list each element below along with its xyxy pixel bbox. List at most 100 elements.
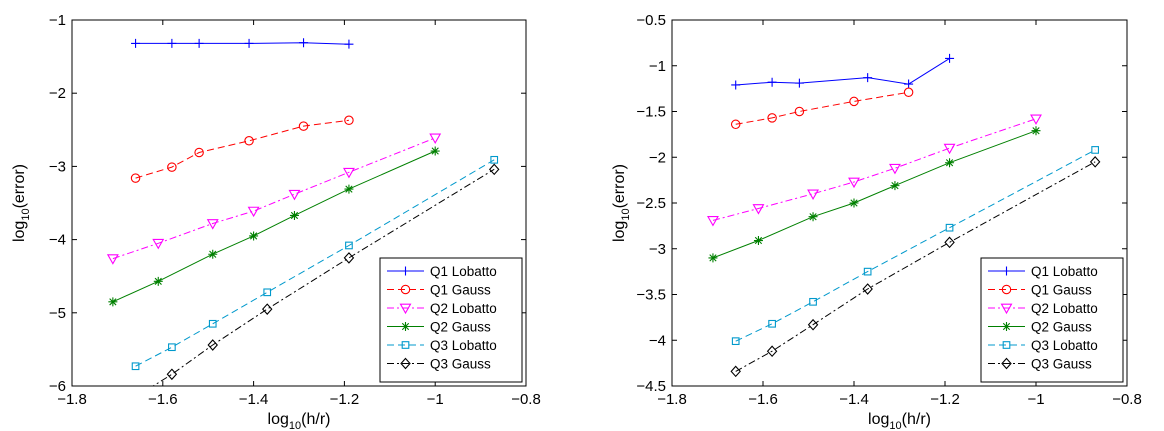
- series-q1-lobatto: [731, 53, 955, 90]
- legend-entry: Q1 Lobatto: [430, 264, 497, 279]
- series-q2-lobatto: [106, 133, 442, 265]
- y-tick-label: −4: [49, 232, 66, 249]
- series-line: [735, 161, 1096, 372]
- series-q2-gauss: [108, 146, 440, 307]
- y-tick-label: −3.5: [636, 287, 666, 304]
- data-point: [207, 339, 218, 351]
- x-tick-label: −0.8: [1112, 391, 1142, 408]
- data-point: [299, 38, 309, 48]
- data-point: [768, 319, 776, 328]
- legend-marker: [401, 266, 410, 276]
- data-point: [490, 155, 499, 164]
- data-point: [289, 210, 299, 220]
- series-q1-gauss: [130, 115, 354, 183]
- x-tick-label: −1.8: [57, 391, 87, 408]
- legend-entry: Q1 Lobatto: [1031, 264, 1098, 279]
- data-point: [794, 106, 805, 117]
- legend-entry: Q3 Gauss: [1031, 357, 1092, 372]
- x-tick-label: −1: [427, 391, 444, 408]
- x-tick-label: −1.2: [930, 391, 960, 408]
- legend-entry: Q2 Lobatto: [1031, 301, 1098, 316]
- data-point: [730, 119, 741, 130]
- data-point: [344, 115, 354, 126]
- data-point: [849, 198, 859, 208]
- data-point: [208, 249, 218, 259]
- y-tick-label: −0.5: [636, 12, 666, 29]
- y-tick-label: −2: [49, 85, 66, 102]
- data-point: [288, 189, 301, 201]
- data-point: [208, 319, 217, 328]
- y-tick-label: −3: [49, 158, 66, 175]
- data-point: [766, 345, 778, 358]
- data-point: [131, 362, 140, 371]
- data-point: [108, 297, 118, 307]
- data-point: [767, 113, 777, 123]
- legend-entry: Q3 Gauss: [430, 357, 491, 372]
- data-point: [807, 189, 819, 200]
- data-point: [244, 38, 254, 48]
- legend-entry: Q1 Gauss: [430, 283, 491, 298]
- y-tick-label: −1: [49, 12, 66, 29]
- y-tick-label: −2.5: [636, 195, 666, 212]
- data-point: [731, 337, 740, 346]
- x-tick-label: −1.4: [839, 391, 869, 408]
- data-point: [249, 231, 259, 241]
- data-point: [862, 283, 873, 295]
- legend-marker: [1001, 284, 1012, 295]
- data-point: [244, 136, 254, 146]
- series-line: [135, 159, 495, 367]
- legend-marker: [400, 284, 411, 295]
- data-point: [708, 253, 718, 263]
- data-point: [342, 167, 355, 179]
- x-tick-label: −1.6: [748, 391, 778, 408]
- series-line: [135, 119, 349, 179]
- data-point: [903, 87, 914, 98]
- data-point: [848, 177, 860, 189]
- data-point: [752, 204, 765, 215]
- data-point: [1031, 126, 1041, 136]
- legend-entry: Q2 Gauss: [1031, 320, 1092, 335]
- y-tick-label: −2: [649, 149, 666, 166]
- y-tick-label: −5: [49, 305, 66, 322]
- legend-marker: [1002, 322, 1011, 331]
- data-point: [131, 38, 141, 48]
- data-point: [130, 173, 141, 183]
- series-q3-gauss: [152, 163, 500, 386]
- data-point: [849, 96, 859, 107]
- legend-marker: [401, 341, 410, 349]
- series-q2-lobatto: [707, 114, 1042, 227]
- data-point: [944, 236, 955, 249]
- series-q2-gauss: [708, 126, 1041, 263]
- data-point: [945, 223, 954, 232]
- legend-entry: Q1 Gauss: [1031, 283, 1092, 298]
- data-point: [167, 38, 177, 48]
- data-point: [707, 216, 719, 227]
- data-point: [945, 53, 955, 63]
- data-point: [430, 146, 440, 156]
- legend-entry: Q2 Gauss: [430, 320, 491, 335]
- data-point: [488, 163, 500, 176]
- x-axis-label: log10(h/r): [868, 411, 931, 431]
- legend: Q1 Lobatto Q1 Gauss Q2 Lobatto Q2 Gauss Q3 L…: [980, 257, 1124, 383]
- data-point: [194, 147, 204, 158]
- x-axis-label: log10(h/r): [268, 411, 331, 431]
- series-q1-lobatto: [131, 38, 354, 49]
- data-point: [343, 252, 355, 264]
- series-line: [735, 57, 950, 86]
- data-point: [263, 288, 272, 297]
- chart-right: −1.8 −1.6 −1.4 −1.2 −1 −0.8 −4.5 −4 −3.5 −3 −2.5 −2…: [611, 12, 1142, 431]
- series-q3-lobatto: [131, 155, 499, 371]
- data-point: [194, 38, 204, 48]
- data-point: [261, 303, 273, 315]
- data-point: [429, 133, 442, 144]
- series-q1-gauss: [730, 87, 914, 130]
- y-tick-label: −4.5: [636, 378, 666, 395]
- data-point: [767, 77, 777, 87]
- y-axis-label: log10(error): [611, 164, 632, 242]
- data-point: [863, 73, 873, 83]
- legend-marker: [1000, 303, 1013, 315]
- data-point: [890, 181, 900, 191]
- series-line: [152, 168, 495, 386]
- data-point: [247, 206, 260, 218]
- data-point: [863, 267, 872, 276]
